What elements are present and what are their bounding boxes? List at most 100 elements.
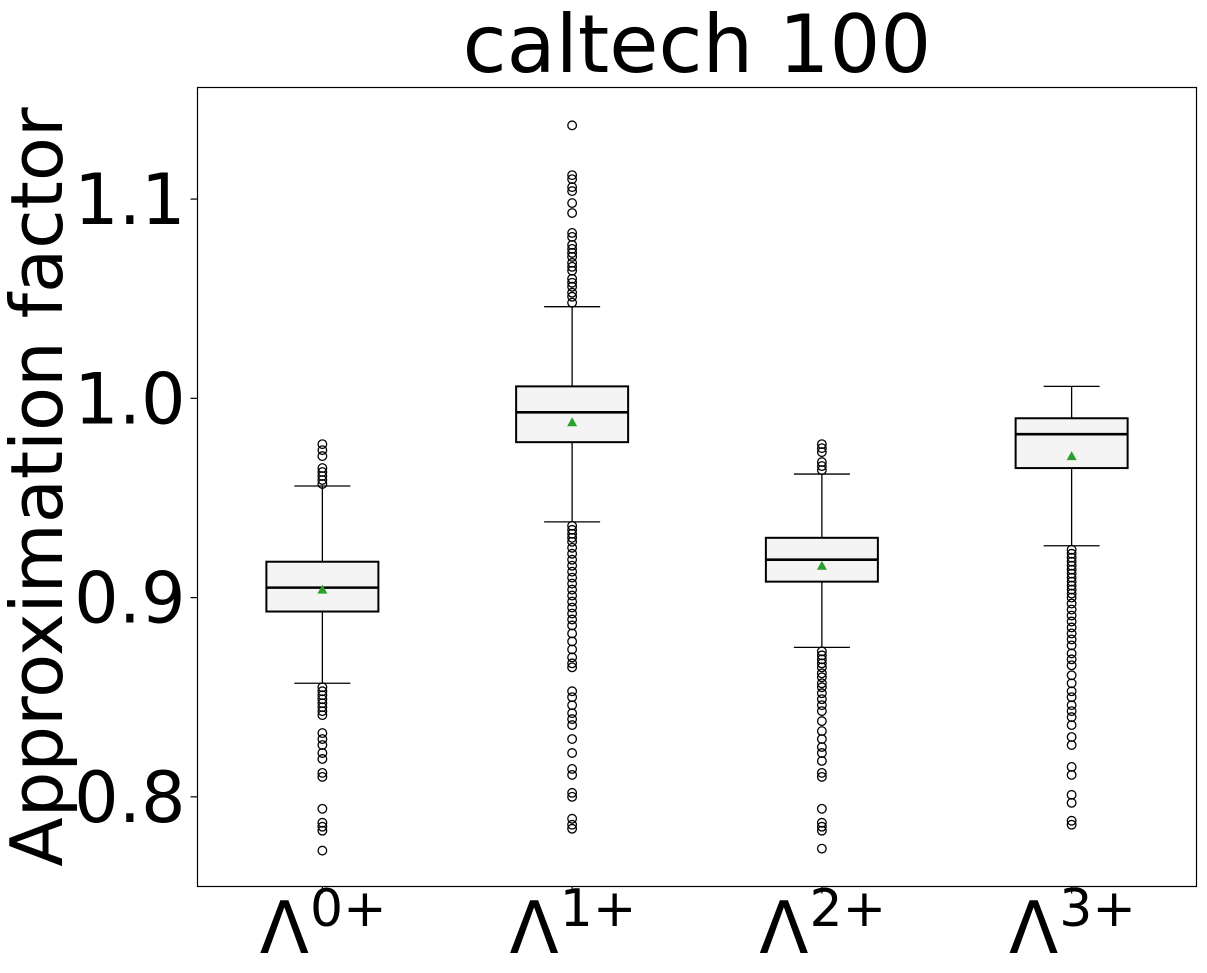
outlier-point [1066, 692, 1077, 703]
outlier-point [1066, 706, 1077, 717]
outlier-point [816, 821, 827, 832]
outlier-point [567, 291, 578, 302]
outlier-point [567, 228, 578, 238]
mean-marker [816, 560, 827, 570]
y-tick-label: 1.0 [74, 358, 185, 440]
outlier-point [1066, 720, 1077, 731]
x-tick-label: Λ 2+ [759, 879, 886, 970]
outlier-point [567, 251, 578, 262]
outlier-point [1066, 732, 1077, 743]
x-tick-label-superscript: 0+ [310, 879, 387, 939]
outlier-point [816, 658, 827, 669]
box-group-1 [515, 120, 630, 834]
outlier-point [816, 447, 827, 458]
outlier-point [567, 281, 578, 292]
outlier-point [567, 277, 578, 288]
outlier-point [816, 748, 827, 758]
outlier-point [567, 734, 578, 745]
outlier-point [317, 803, 328, 814]
outlier-point [1066, 610, 1077, 621]
outlier-point [816, 682, 827, 693]
plot-area [265, 120, 1129, 856]
outlier-point [567, 652, 578, 663]
outlier-point [816, 706, 827, 717]
x-tick-label-base: Λ [509, 886, 558, 970]
x-tick-label-base: Λ [759, 886, 808, 970]
outlier-point [317, 710, 328, 721]
outlier-point [317, 475, 328, 485]
box-group-0 [265, 439, 380, 856]
x-tick-label-superscript: 3+ [1059, 879, 1136, 939]
outlier-point [567, 658, 578, 669]
outlier-point [1066, 648, 1077, 659]
y-axis-label: Approximation factor [0, 107, 79, 867]
outlier-point [816, 825, 827, 836]
outlier-point [567, 566, 578, 577]
outlier-point [567, 590, 578, 601]
outlier-point [1066, 789, 1077, 800]
outlier-point [1066, 712, 1077, 723]
outlier-point [1066, 592, 1077, 603]
outlier-point [317, 845, 328, 856]
chart-title: caltech 100 [463, 0, 932, 91]
outlier-point [567, 769, 578, 780]
outlier-point [1066, 761, 1077, 772]
mean-marker [317, 584, 328, 594]
outlier-point [1066, 598, 1077, 609]
box-group-2 [764, 439, 879, 854]
outlier-point [1066, 769, 1077, 780]
outlier-point [567, 247, 578, 258]
outlier-point [567, 548, 578, 559]
outlier-point [567, 686, 578, 697]
outlier-point [1066, 616, 1077, 627]
outlier-point [816, 662, 827, 673]
outlier-point [816, 726, 827, 737]
outlier-point [567, 536, 578, 547]
outlier-point [567, 578, 578, 589]
mean-marker [567, 417, 578, 427]
outlier-point [816, 771, 827, 782]
outlier-point [816, 672, 827, 683]
outlier-point [816, 465, 827, 476]
outlier-point [567, 748, 578, 758]
outlier-point [816, 734, 827, 745]
outlier-point [567, 297, 578, 308]
outlier-point [567, 787, 578, 798]
outlier-point [1066, 686, 1077, 697]
iqr-box [515, 385, 630, 444]
outlier-point [567, 714, 578, 725]
outlier-point [816, 767, 827, 778]
outlier-point [567, 182, 578, 193]
outlier-point [816, 700, 827, 711]
outlier-point [567, 120, 578, 131]
outlier-point [816, 742, 827, 752]
outlier-point [1066, 634, 1077, 645]
outlier-point [317, 754, 328, 764]
outlier-point [816, 688, 827, 699]
y-tick-label: 0.9 [74, 558, 185, 640]
outlier-point [1066, 797, 1077, 808]
outlier-point [567, 542, 578, 553]
outlier-point [1066, 622, 1077, 633]
outlier-point [567, 608, 578, 619]
outlier-point [317, 771, 328, 782]
outlier-point [567, 819, 578, 830]
outlier-point [567, 261, 578, 272]
outlier-point [816, 694, 827, 705]
outlier-point [1066, 678, 1077, 689]
outlier-point [567, 692, 578, 703]
y-tick-label: 0.8 [74, 757, 185, 839]
outlier-point [1066, 740, 1077, 750]
outlier-point [567, 208, 578, 218]
outlier-point [1066, 815, 1077, 826]
outlier-point [816, 803, 827, 814]
outlier-point [317, 740, 328, 750]
axes: 0.80.91.01.1Λ 0+ Λ 1+ Λ 2+ Λ 3+ [74, 159, 1136, 970]
outlier-point [567, 596, 578, 607]
outlier-point [1066, 640, 1077, 651]
outlier-point [1066, 819, 1077, 830]
outlier-point [567, 560, 578, 571]
outlier-point [1066, 628, 1077, 639]
outlier-point [567, 708, 578, 719]
